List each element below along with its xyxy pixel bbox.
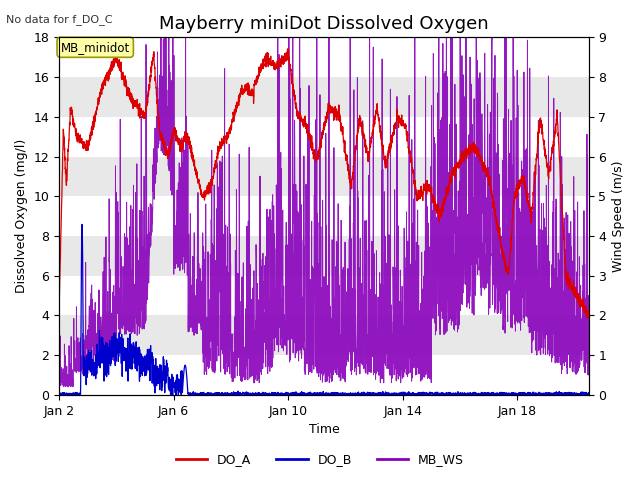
Legend: DO_A, DO_B, MB_WS: DO_A, DO_B, MB_WS [171, 448, 469, 471]
Bar [59, 77, 589, 117]
X-axis label: Time: Time [308, 423, 339, 436]
Bar [59, 236, 589, 276]
Bar [59, 156, 589, 196]
Text: No data for f_DO_C: No data for f_DO_C [6, 14, 113, 25]
Bar [59, 315, 589, 355]
Title: Mayberry miniDot Dissolved Oxygen: Mayberry miniDot Dissolved Oxygen [159, 15, 489, 33]
Text: MB_minidot: MB_minidot [61, 41, 130, 54]
Y-axis label: Wind Speed (m/s): Wind Speed (m/s) [612, 160, 625, 272]
Y-axis label: Dissolved Oxygen (mg/l): Dissolved Oxygen (mg/l) [15, 139, 28, 293]
